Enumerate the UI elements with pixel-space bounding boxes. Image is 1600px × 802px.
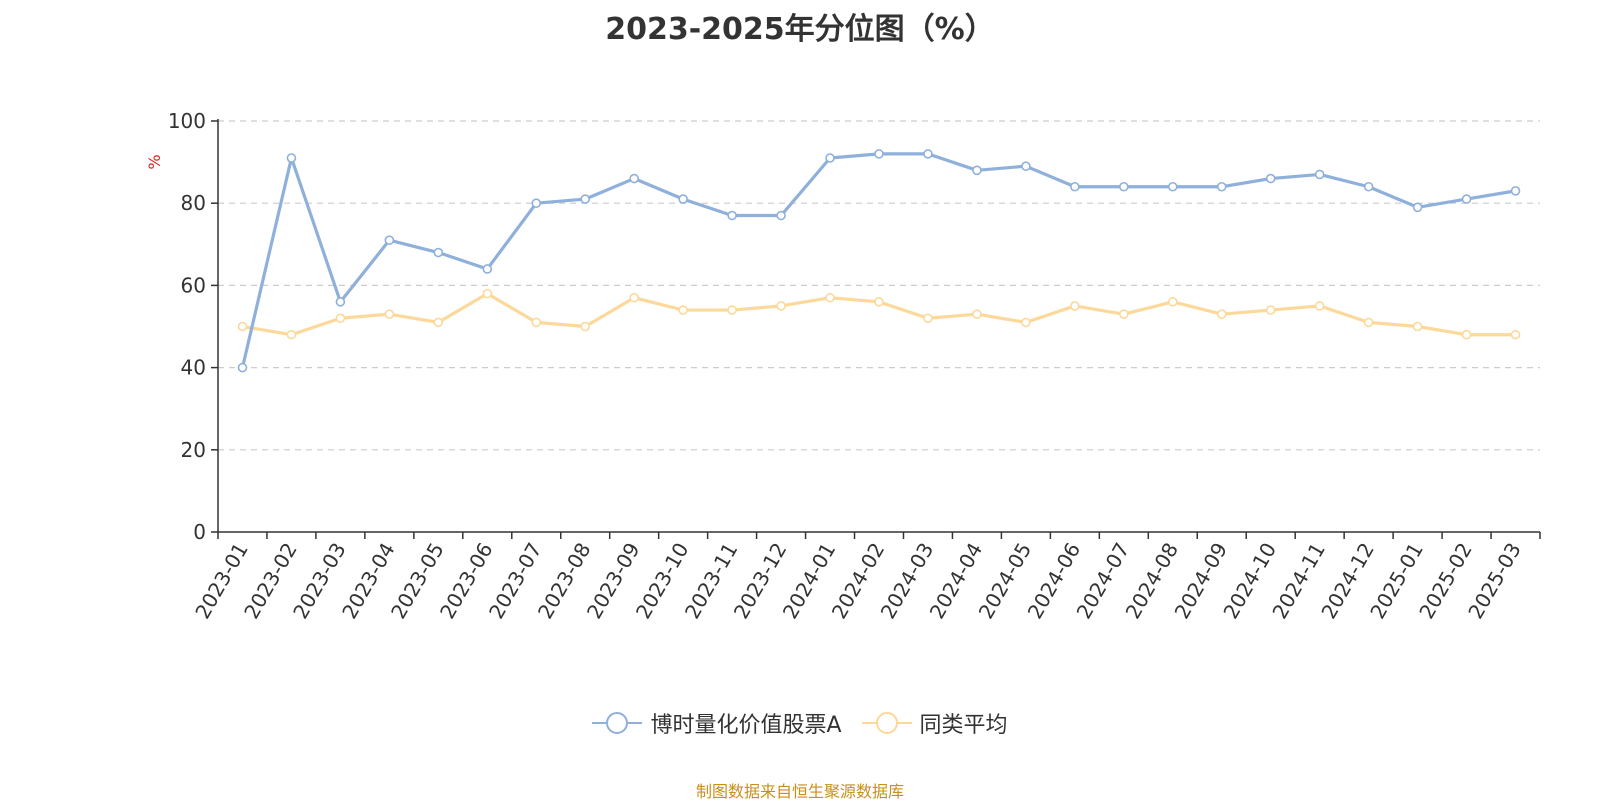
data-point[interactable]: [335, 313, 346, 324]
data-point[interactable]: [776, 301, 786, 311]
data-point[interactable]: [1216, 309, 1227, 319]
legend: 博时量化价值股票A 同类平均: [0, 707, 1600, 739]
data-point[interactable]: [1461, 194, 1472, 204]
data-point[interactable]: [286, 329, 297, 340]
data-point[interactable]: [237, 321, 248, 332]
data-point[interactable]: [874, 297, 884, 307]
data-point[interactable]: [384, 235, 395, 245]
data-point[interactable]: [1021, 317, 1031, 328]
legend-label-series-2: 同类平均: [919, 713, 1008, 738]
legend-line-circle-icon: [592, 712, 643, 734]
data-point[interactable]: [825, 292, 835, 303]
legend-item-series-2[interactable]: 同类平均: [861, 707, 1008, 739]
data-point[interactable]: [1167, 297, 1178, 307]
data-point[interactable]: [1265, 305, 1276, 315]
data-point[interactable]: [727, 305, 737, 315]
data-point[interactable]: [972, 165, 982, 176]
data-point[interactable]: [1461, 329, 1472, 340]
data-point[interactable]: [580, 194, 591, 204]
y-axis-unit-label: %: [145, 154, 164, 169]
y-tick-label: 0: [193, 520, 206, 544]
series-layer: [237, 149, 1521, 373]
data-point[interactable]: [384, 309, 395, 319]
y-tick-label: 40: [181, 356, 206, 380]
data-point[interactable]: [433, 247, 444, 258]
data-point[interactable]: [1021, 161, 1031, 172]
source-note: 制图数据来自恒生聚源数据库: [695, 782, 904, 801]
data-point[interactable]: [776, 210, 786, 221]
data-point[interactable]: [1314, 301, 1325, 311]
data-point[interactable]: [580, 321, 591, 332]
data-point[interactable]: [433, 317, 444, 328]
data-point[interactable]: [1265, 173, 1276, 184]
y-tick-label: 20: [181, 438, 206, 462]
data-point[interactable]: [237, 362, 248, 373]
data-point[interactable]: [1216, 181, 1227, 192]
y-tick-label: 60: [181, 273, 206, 297]
data-point[interactable]: [1510, 329, 1521, 340]
legend-line-circle-icon: [861, 712, 912, 734]
data-point[interactable]: [286, 153, 297, 163]
series-2: [237, 288, 1521, 340]
y-tick-label: 100: [168, 109, 206, 133]
series-1: [237, 149, 1521, 373]
data-point[interactable]: [1412, 321, 1423, 332]
data-point[interactable]: [923, 149, 933, 159]
data-point[interactable]: [1510, 186, 1521, 196]
legend-item-series-1[interactable]: 博时量化价值股票A: [592, 707, 842, 739]
data-point[interactable]: [629, 173, 639, 184]
data-point[interactable]: [727, 210, 737, 221]
legend-label-series-1: 博时量化价值股票A: [650, 713, 842, 738]
data-point[interactable]: [531, 317, 542, 328]
data-point[interactable]: [482, 288, 493, 299]
data-point[interactable]: [482, 264, 493, 274]
data-point[interactable]: [335, 297, 346, 307]
data-point[interactable]: [1119, 181, 1129, 192]
data-point[interactable]: [874, 149, 884, 159]
data-point[interactable]: [629, 292, 639, 303]
data-point[interactable]: [678, 194, 688, 204]
series-line: [240, 152, 1518, 370]
data-point[interactable]: [972, 309, 982, 319]
data-point[interactable]: [1314, 169, 1325, 180]
data-point[interactable]: [678, 305, 688, 315]
data-point[interactable]: [1070, 181, 1080, 192]
data-point[interactable]: [1167, 181, 1178, 192]
y-tick-label: 80: [181, 191, 206, 215]
data-point[interactable]: [1119, 309, 1129, 319]
data-point[interactable]: [1070, 301, 1080, 311]
data-point[interactable]: [923, 313, 933, 324]
axes: 0204060801002023-012023-022023-032023-04…: [168, 109, 1541, 623]
data-point[interactable]: [1363, 181, 1374, 192]
data-point[interactable]: [1363, 317, 1374, 328]
chart-title: 2023-2025年分位图（%）: [605, 12, 995, 47]
data-point[interactable]: [825, 153, 835, 163]
data-point[interactable]: [1412, 202, 1423, 213]
grid-lines: [218, 120, 1540, 451]
data-point[interactable]: [531, 198, 542, 208]
